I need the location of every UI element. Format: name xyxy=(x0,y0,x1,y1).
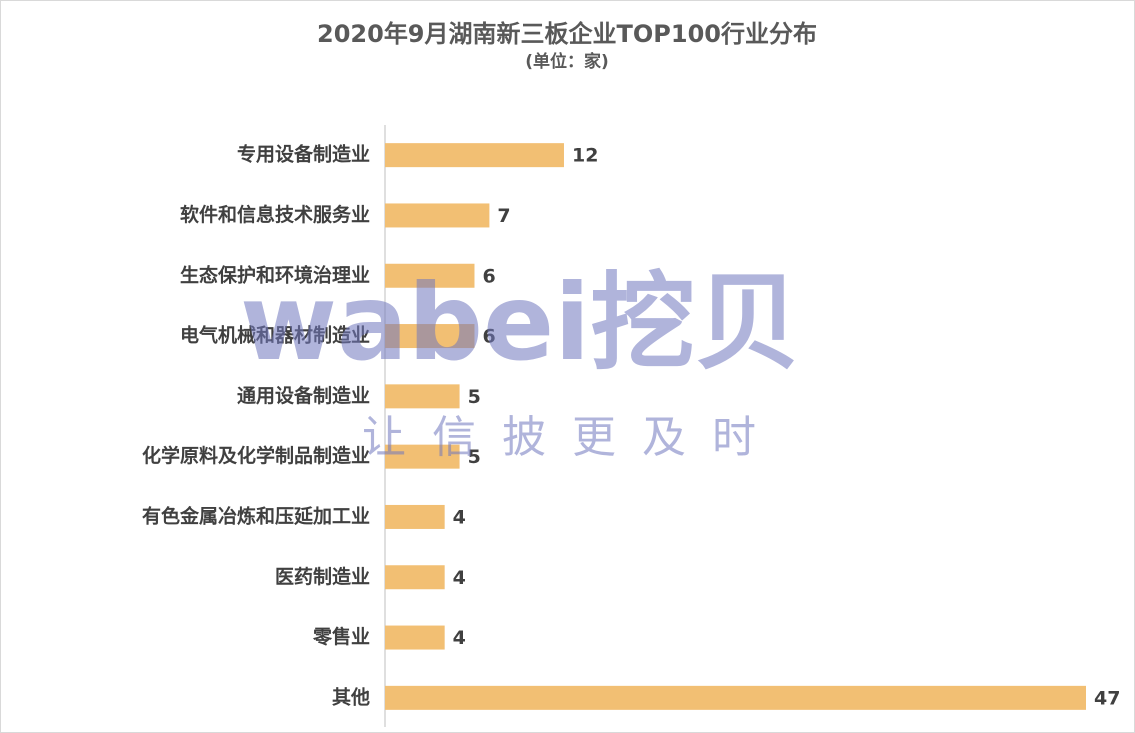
category-label: 软件和信息技术服务业 xyxy=(180,203,370,226)
bar xyxy=(385,625,445,650)
bar xyxy=(385,565,445,590)
bar xyxy=(385,263,475,288)
value-label: 47 xyxy=(1094,687,1120,709)
category-label: 生态保护和环境治理业 xyxy=(180,263,370,286)
bar xyxy=(385,444,460,469)
category-label: 零售业 xyxy=(312,625,370,648)
category-label: 通用设备制造业 xyxy=(237,384,370,407)
value-label: 6 xyxy=(482,265,495,287)
bar xyxy=(385,384,460,409)
category-label: 医药制造业 xyxy=(275,565,370,588)
chart-title: 2020年9月湖南新三板企业TOP100行业分布 xyxy=(317,20,817,48)
bar xyxy=(385,203,490,228)
value-label: 4 xyxy=(453,627,466,649)
value-label: 5 xyxy=(468,386,481,408)
category-label: 专用设备制造业 xyxy=(237,143,370,166)
bar xyxy=(385,504,445,529)
value-label: 7 xyxy=(497,205,510,227)
value-label: 5 xyxy=(468,446,481,468)
category-label: 电气机械和器材制造业 xyxy=(180,324,370,347)
category-label: 化学原料及化学制品制造业 xyxy=(142,444,370,467)
watermark-slogan: 让信披更及时 xyxy=(362,412,782,463)
value-label: 4 xyxy=(453,506,466,528)
category-label: 有色金属冶炼和压延加工业 xyxy=(142,504,370,527)
bar xyxy=(385,685,1086,710)
watermark-brand: wabei挖贝 xyxy=(240,262,800,384)
category-label: 其他 xyxy=(332,685,370,708)
bar xyxy=(385,324,475,349)
chart-subtitle: (单位：家) xyxy=(525,51,609,72)
value-label: 12 xyxy=(572,145,598,167)
value-label: 4 xyxy=(453,567,466,589)
value-label: 6 xyxy=(482,326,495,348)
bar xyxy=(385,143,564,168)
